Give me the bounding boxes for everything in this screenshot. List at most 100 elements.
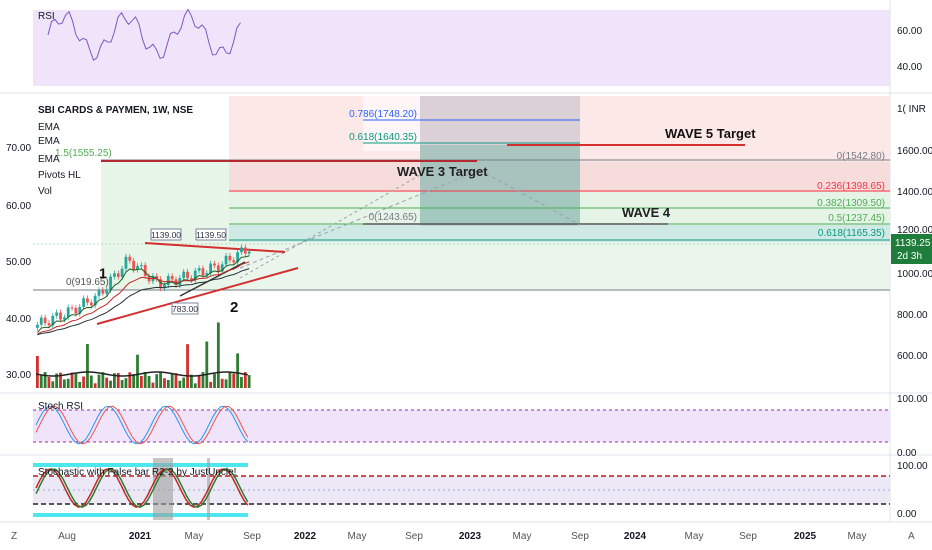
time-axis-label: 2024 bbox=[624, 531, 647, 542]
stoch2-tick: 100.00 bbox=[897, 461, 928, 472]
fib-top-label-786: 0.786(1748.20) bbox=[349, 109, 417, 120]
fib-top-label-618: 0.618(1640.35) bbox=[349, 132, 417, 143]
indicator-ema-2[interactable]: EMA bbox=[38, 136, 60, 147]
volume-bar bbox=[59, 372, 62, 388]
time-axis: Aug 2021 May Sep 2022 May Sep 2023 May Sep 2024 May… bbox=[58, 531, 866, 542]
stoch-rsi-line bbox=[35, 405, 249, 445]
candle-body bbox=[89, 302, 93, 306]
red-zone-lower bbox=[229, 162, 890, 192]
stoch-rsi-pane-label[interactable]: Stoch RSI bbox=[38, 401, 83, 412]
stoch2-cyan-top bbox=[33, 463, 248, 467]
fib-label-618: 0.618(1165.35) bbox=[818, 228, 885, 239]
time-axis-label: May bbox=[848, 531, 867, 542]
candle-body bbox=[70, 307, 74, 309]
indicator-ema-1[interactable]: EMA bbox=[38, 122, 60, 133]
ema-line bbox=[37, 268, 250, 336]
volume-bar bbox=[128, 372, 132, 388]
volume-bar bbox=[193, 383, 197, 388]
wave4-label: WAVE 4 bbox=[622, 205, 671, 220]
price-tick: 1000.00 bbox=[897, 269, 932, 280]
volume-bar bbox=[190, 374, 193, 388]
rsi-line-group bbox=[47, 8, 241, 61]
price-tick: 800.00 bbox=[897, 310, 928, 321]
candle-body bbox=[193, 270, 197, 281]
time-axis-label: Sep bbox=[739, 531, 757, 542]
ema-line bbox=[37, 261, 250, 335]
indicator-ema-3[interactable]: EMA bbox=[38, 154, 60, 165]
time-axis-label: May bbox=[185, 531, 204, 542]
teal-zone bbox=[229, 225, 890, 242]
volume-bar bbox=[86, 344, 89, 388]
stoch-rsi-tick: 0.00 bbox=[897, 448, 917, 459]
volume-bar bbox=[66, 378, 70, 388]
candle-body bbox=[186, 271, 189, 279]
stoch-rsi-tick: 100.00 bbox=[897, 394, 928, 405]
candle-body bbox=[36, 324, 39, 328]
volume-bar bbox=[139, 375, 143, 388]
volume-bar bbox=[213, 373, 216, 388]
time-axis-label: 2023 bbox=[459, 531, 482, 542]
zoom-icon[interactable]: Z bbox=[11, 531, 17, 542]
stoch2-pane-label[interactable]: Stochastic with False bar R2-2 by JustUn… bbox=[38, 467, 236, 478]
pivot-low-box bbox=[171, 302, 199, 315]
volume-bar bbox=[93, 383, 97, 388]
label-box bbox=[363, 96, 420, 151]
currency-code: INR bbox=[909, 104, 926, 115]
volume-bar bbox=[109, 380, 112, 388]
volume-bar bbox=[178, 380, 182, 388]
indicator-vol[interactable]: Vol bbox=[38, 186, 52, 197]
volume-bar bbox=[209, 381, 213, 388]
time-axis-label: May bbox=[513, 531, 532, 542]
auto-scale-icon[interactable]: A bbox=[908, 531, 915, 542]
symbol-title[interactable]: SBI CARDS & PAYMEN, 1W, NSE bbox=[38, 105, 193, 116]
candle-body bbox=[166, 276, 170, 285]
volume-bar bbox=[236, 353, 239, 388]
black-trendline bbox=[179, 261, 246, 297]
projection-path bbox=[239, 169, 581, 269]
price-tick: 1200.00 bbox=[897, 225, 932, 236]
volume-bar bbox=[116, 372, 120, 388]
volume-bar bbox=[155, 374, 159, 388]
volume-bar bbox=[205, 341, 209, 388]
candle-body bbox=[47, 323, 51, 326]
time-axis-label: 2021 bbox=[129, 531, 152, 542]
candle-body bbox=[228, 255, 232, 261]
volume-bar bbox=[105, 377, 109, 388]
time-axis-label: May bbox=[685, 531, 704, 542]
volume-bar bbox=[89, 375, 93, 388]
volume-bar bbox=[124, 378, 128, 388]
indicator-pivots[interactable]: Pivots HL bbox=[38, 170, 81, 181]
candle-body bbox=[136, 266, 139, 270]
candle-body bbox=[62, 317, 66, 320]
stoch-rsi-lines bbox=[35, 405, 249, 445]
volume-bar bbox=[159, 372, 162, 388]
candle-body bbox=[124, 256, 128, 269]
candle-body bbox=[201, 268, 205, 276]
stoch2-cyan-bottom bbox=[33, 513, 248, 517]
teal-box bbox=[420, 145, 580, 225]
candle-body bbox=[78, 306, 82, 314]
volume-bar bbox=[143, 372, 147, 388]
time-axis-label: 2022 bbox=[294, 531, 317, 542]
wave5-label: WAVE 5 Target bbox=[665, 126, 756, 141]
candle-body bbox=[74, 307, 78, 314]
volume-bar bbox=[74, 373, 78, 388]
volume-bar bbox=[39, 375, 43, 388]
volume-bar bbox=[36, 356, 39, 388]
candle-body bbox=[93, 295, 97, 306]
rsi-tick: 60.00 bbox=[897, 26, 922, 37]
red-zone bbox=[229, 96, 890, 162]
stoch-rsi-band bbox=[33, 410, 890, 442]
candle-body bbox=[86, 298, 89, 303]
price-tick: 600.00 bbox=[897, 351, 928, 362]
volume-bar bbox=[136, 354, 139, 388]
candle-body bbox=[240, 247, 243, 253]
rsi-line bbox=[47, 8, 241, 61]
upper-trendline bbox=[144, 242, 286, 253]
candle-body bbox=[182, 271, 186, 278]
fib-label-382: 0.382(1309.50) bbox=[817, 198, 885, 209]
false-bar-highlight bbox=[153, 458, 173, 520]
stoch-rsi-line bbox=[35, 405, 249, 445]
projection-path-2 bbox=[239, 174, 421, 279]
